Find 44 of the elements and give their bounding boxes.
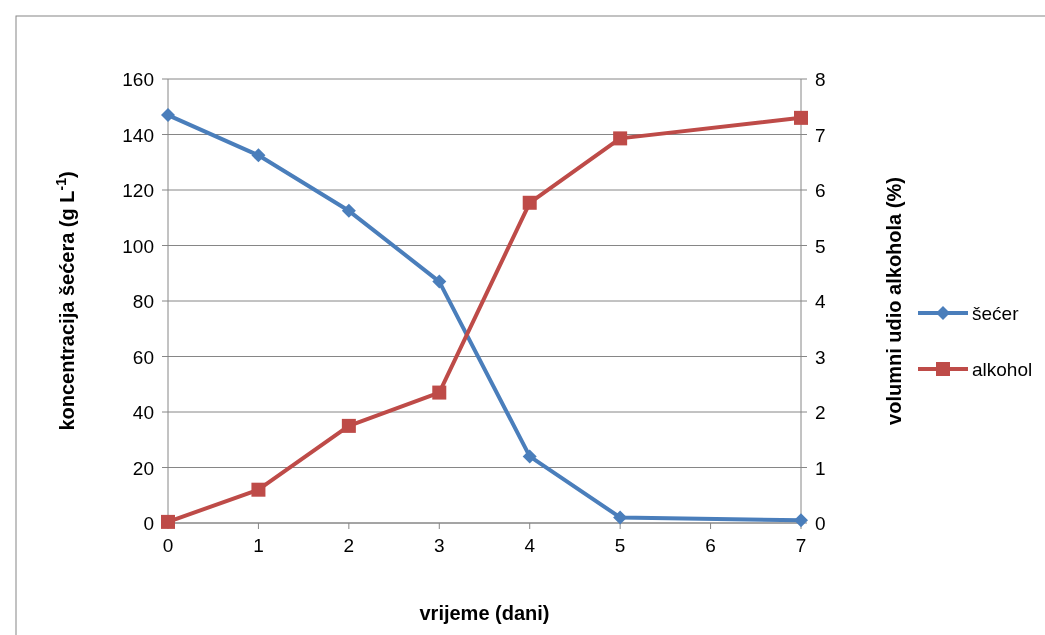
y2-tick-label: 6 xyxy=(815,180,826,201)
point xyxy=(522,449,537,464)
y2-tick-label: 5 xyxy=(815,235,826,257)
x-tick-label: 1 xyxy=(253,535,264,556)
y2-tick-label: 4 xyxy=(815,291,826,312)
y2-tick-label: 8 xyxy=(815,69,826,90)
x-tick-label: 3 xyxy=(434,535,445,556)
point xyxy=(341,418,356,433)
y2-axis-title: volumni udio alkohola (%) xyxy=(883,177,905,425)
point xyxy=(432,274,447,289)
x-tick-label: 0 xyxy=(162,535,174,556)
y-tick-label: 100 xyxy=(122,235,154,257)
point xyxy=(341,203,356,218)
y2-tick-label: 2 xyxy=(815,402,826,423)
y2-tick-label: 1 xyxy=(815,457,826,479)
x-tick-label: 5 xyxy=(614,535,626,556)
point xyxy=(251,482,266,497)
x-tick-label: 2 xyxy=(343,535,355,556)
y-tick-label: 20 xyxy=(132,457,154,479)
point xyxy=(794,513,808,528)
y-tick-label: 140 xyxy=(122,124,154,146)
y-tick-label: 0 xyxy=(143,513,154,534)
y-tick-label: 80 xyxy=(132,291,154,312)
y2-tick-label: 7 xyxy=(815,124,826,146)
y2-tick-label: 3 xyxy=(815,346,826,368)
point xyxy=(613,131,628,146)
x-tick-label: 6 xyxy=(705,535,716,556)
y-tick-label: 40 xyxy=(132,402,154,423)
x-tick-label: 4 xyxy=(524,535,536,556)
y-tick-label: 160 xyxy=(122,69,154,90)
legend-label: šećer xyxy=(972,303,1020,324)
point xyxy=(613,510,628,525)
point xyxy=(161,108,175,123)
point xyxy=(251,148,266,163)
legend-label: alkohol xyxy=(972,359,1033,380)
y2-tick-label: 0 xyxy=(815,513,826,534)
x-tick-label: 7 xyxy=(795,535,807,556)
point xyxy=(161,514,175,529)
y-tick-label: 60 xyxy=(132,346,154,368)
y-tick-label: 120 xyxy=(122,180,154,201)
point xyxy=(794,110,808,125)
x-axis-title: vrijeme (dani) xyxy=(419,602,550,624)
point xyxy=(432,385,447,400)
point xyxy=(522,195,537,210)
